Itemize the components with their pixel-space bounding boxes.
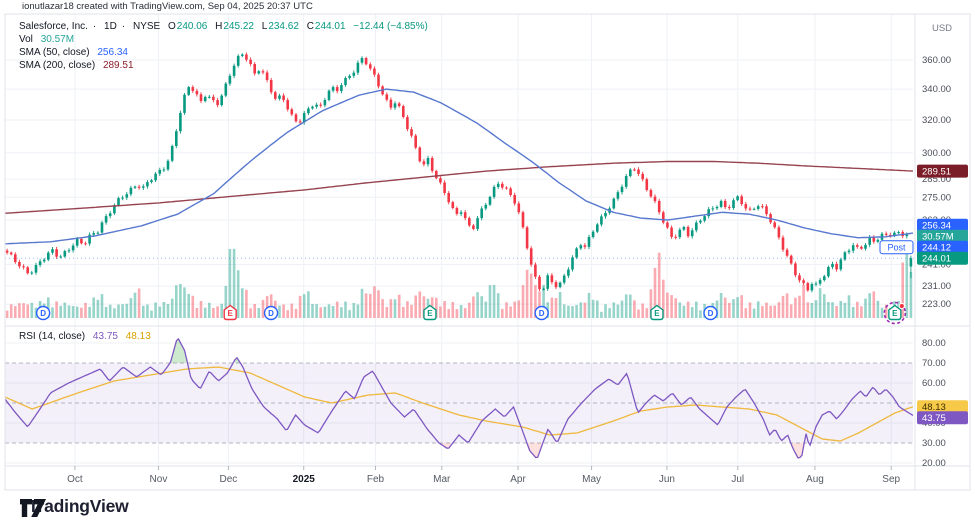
attribution-text: ionutlazar18 created with TradingView.co… <box>22 1 313 12</box>
rsi-legend-row[interactable]: RSI (14, close) 43.75 48.13 <box>19 331 151 342</box>
svg-text:223.00: 223.00 <box>922 299 951 310</box>
svg-text:241.00: 241.00 <box>922 260 951 271</box>
volume-series[interactable] <box>5 246 913 318</box>
svg-text:289.51: 289.51 <box>922 167 951 178</box>
tradingview-brand-text: TradingView <box>28 496 129 516</box>
price-badge-sma50: 256.34 <box>917 218 968 232</box>
change-value: −12.44 (−4.85%) <box>353 21 428 32</box>
tradingview-logo-icon <box>20 499 46 517</box>
svg-text:Apr: Apr <box>510 474 526 485</box>
svg-text:244.01: 244.01 <box>922 254 951 265</box>
svg-text:340.00: 340.00 <box>922 84 951 95</box>
svg-text:275.00: 275.00 <box>922 192 951 203</box>
svg-text:Dec: Dec <box>219 474 237 485</box>
volume-legend-row[interactable]: Vol 30.57M <box>19 34 75 45</box>
svg-text:20.00: 20.00 <box>922 458 946 469</box>
svg-text:60.00: 60.00 <box>922 378 946 389</box>
earnings-marker[interactable]: E <box>223 304 237 321</box>
open-value: 240.06 <box>176 21 208 32</box>
svg-text:244.12: 244.12 <box>922 243 951 254</box>
sma200-legend-row[interactable]: SMA (200, close) 289.51 <box>19 60 134 71</box>
sma50-value: 256.34 <box>97 47 128 58</box>
rsi-pane[interactable] <box>4 337 914 459</box>
price-badge-last: 244.01 <box>917 251 968 265</box>
sma200-value: 289.51 <box>102 60 134 71</box>
svg-text:Aug: Aug <box>806 474 824 485</box>
svg-text:70.00: 70.00 <box>922 358 946 369</box>
svg-text:360.00: 360.00 <box>922 55 951 66</box>
svg-text:May: May <box>582 474 601 485</box>
svg-text:D: D <box>40 309 46 318</box>
symbol-name: Salesforce, Inc. <box>19 21 88 32</box>
rsi-ma-value: 48.13 <box>125 331 151 342</box>
price-badge-volume: 30.57M <box>917 229 968 243</box>
svg-text:E: E <box>427 309 433 318</box>
volume-value: 30.57M <box>40 34 75 45</box>
gridlines <box>5 14 913 466</box>
svg-text:Sep: Sep <box>882 474 900 485</box>
dividend-marker[interactable]: D <box>35 305 51 321</box>
svg-text:D: D <box>708 309 714 318</box>
sma50-legend-row[interactable]: SMA (50, close) 256.34 <box>19 47 128 58</box>
svg-text:80.00: 80.00 <box>922 338 946 349</box>
svg-text:231.00: 231.00 <box>922 281 951 292</box>
panel-frame <box>4 13 971 491</box>
svg-text:30.00: 30.00 <box>922 438 946 449</box>
close-value: 244.01 <box>314 21 346 32</box>
svg-text:Oct: Oct <box>67 474 83 485</box>
rsi-badge-rsi_ma: 48.13 <box>917 400 968 414</box>
time-axis[interactable]: Oct Nov Dec 2025 Feb Mar Apr May Jun Jul Aug Sep <box>67 466 901 485</box>
svg-text:Feb: Feb <box>367 474 385 485</box>
dividend-marker[interactable]: D <box>703 305 718 321</box>
svg-text:E: E <box>654 309 660 318</box>
rsi-ma-line <box>4 366 914 442</box>
price-badge-post: Post 244.12 <box>879 240 968 255</box>
price-badge-sma200: 289.51 <box>917 164 968 178</box>
svg-text:2025: 2025 <box>293 474 316 485</box>
exchange-label: NYSE <box>132 21 161 32</box>
moving-average-lines <box>4 88 914 245</box>
tradingview-logo-link[interactable]: TradingView <box>20 496 129 517</box>
svg-text:Mar: Mar <box>433 474 451 485</box>
interval-label: 1D <box>104 21 117 32</box>
dividend-marker[interactable]: D <box>534 305 549 321</box>
earnings-marker[interactable]: E <box>650 304 664 321</box>
svg-text:E: E <box>228 309 234 318</box>
main-chart-legend: Salesforce, Inc. · 1D · NYSE O240.06 H245.… <box>19 20 433 72</box>
price-axis-currency: USD <box>932 23 952 34</box>
svg-text:Jul: Jul <box>731 474 744 485</box>
notification-dot <box>898 302 905 310</box>
price-axis[interactable]: USD 360.00 340.00 320.00 300.00 285.00 275.00 2… <box>879 23 968 310</box>
candlestick-series[interactable] <box>5 52 913 293</box>
svg-text:D: D <box>539 309 545 318</box>
svg-text:D: D <box>268 309 274 318</box>
high-value: 245.22 <box>223 21 254 32</box>
symbol-legend-row[interactable]: Salesforce, Inc. · 1D · NYSE O240.06 H245.… <box>19 21 428 32</box>
rsi-badge-rsi: 43.75 <box>917 411 968 425</box>
svg-text:285.00: 285.00 <box>922 174 951 185</box>
svg-text:256.34: 256.34 <box>922 221 951 232</box>
svg-text:Jun: Jun <box>659 474 675 485</box>
rsi-line <box>4 337 914 459</box>
svg-text:48.13: 48.13 <box>922 402 946 413</box>
svg-text:300.00: 300.00 <box>922 148 951 159</box>
low-value: 234.62 <box>268 21 299 32</box>
svg-text:320.00: 320.00 <box>922 115 951 126</box>
svg-text:Post: Post <box>887 243 906 253</box>
earnings-marker[interactable]: E <box>883 301 907 325</box>
svg-text:30.57M: 30.57M <box>922 232 954 243</box>
dividend-marker[interactable]: D <box>263 305 279 321</box>
svg-text:E: E <box>892 309 898 318</box>
earnings-marker[interactable]: E <box>423 304 437 321</box>
svg-text:43.75: 43.75 <box>922 413 946 424</box>
svg-text:Nov: Nov <box>150 474 168 485</box>
rsi-value: 43.75 <box>92 331 118 342</box>
